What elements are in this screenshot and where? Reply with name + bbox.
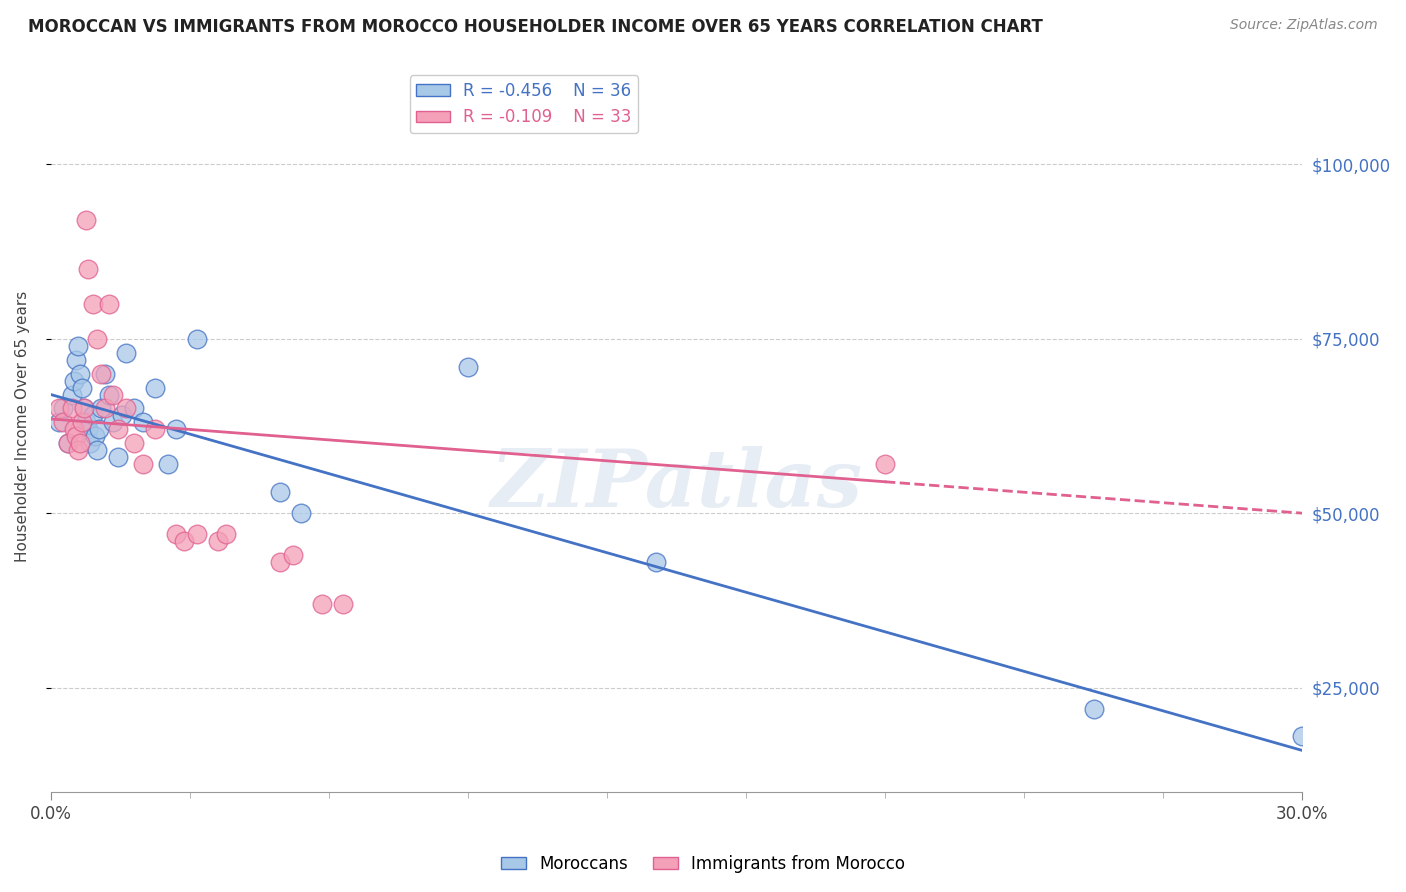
Point — [207, 534, 229, 549]
Point — [457, 359, 479, 374]
Legend: R = -0.456    N = 36, R = -0.109    N = 33: R = -0.456 N = 36, R = -0.109 N = 33 — [409, 75, 638, 133]
Point — [83, 429, 105, 443]
Point — [86, 443, 108, 458]
Point — [269, 485, 291, 500]
Point — [103, 416, 125, 430]
Point — [173, 534, 195, 549]
Point — [94, 367, 117, 381]
Point — [60, 387, 83, 401]
Point — [873, 458, 896, 472]
Point — [65, 352, 87, 367]
Point — [90, 367, 112, 381]
Point — [1291, 730, 1313, 744]
Point — [60, 401, 83, 416]
Point — [644, 555, 666, 569]
Point — [75, 213, 97, 227]
Point — [77, 262, 100, 277]
Text: Source: ZipAtlas.com: Source: ZipAtlas.com — [1230, 18, 1378, 32]
Text: MOROCCAN VS IMMIGRANTS FROM MOROCCO HOUSEHOLDER INCOME OVER 65 YEARS CORRELATION: MOROCCAN VS IMMIGRANTS FROM MOROCCO HOUS… — [28, 18, 1043, 36]
Point — [115, 345, 138, 359]
Point — [73, 401, 96, 416]
Point — [131, 416, 153, 430]
Point — [69, 436, 91, 450]
Legend: Moroccans, Immigrants from Morocco: Moroccans, Immigrants from Morocco — [494, 848, 912, 880]
Point — [281, 548, 304, 562]
Point — [62, 422, 84, 436]
Point — [98, 387, 121, 401]
Point — [156, 458, 179, 472]
Point — [62, 374, 84, 388]
Point — [115, 401, 138, 416]
Point — [311, 597, 333, 611]
Point — [107, 422, 129, 436]
Point — [111, 409, 134, 423]
Point — [1083, 701, 1105, 715]
Point — [131, 458, 153, 472]
Point — [122, 401, 145, 416]
Point — [65, 429, 87, 443]
Text: ZIPatlas: ZIPatlas — [491, 446, 862, 524]
Point — [70, 380, 93, 394]
Point — [48, 401, 70, 416]
Point — [48, 416, 70, 430]
Point — [66, 443, 89, 458]
Point — [86, 332, 108, 346]
Point — [56, 436, 79, 450]
Point — [215, 527, 238, 541]
Point — [66, 339, 89, 353]
Point — [82, 409, 104, 423]
Point — [75, 416, 97, 430]
Point — [82, 297, 104, 311]
Point — [77, 422, 100, 436]
Y-axis label: Householder Income Over 65 years: Householder Income Over 65 years — [15, 290, 30, 562]
Point — [90, 401, 112, 416]
Point — [165, 422, 187, 436]
Point — [56, 436, 79, 450]
Point — [165, 527, 187, 541]
Point — [69, 367, 91, 381]
Point — [87, 422, 110, 436]
Point — [73, 401, 96, 416]
Point — [143, 380, 166, 394]
Point — [52, 416, 75, 430]
Point — [186, 527, 208, 541]
Point — [269, 555, 291, 569]
Point — [186, 332, 208, 346]
Point — [107, 450, 129, 465]
Point — [98, 297, 121, 311]
Point — [52, 401, 75, 416]
Point — [332, 597, 354, 611]
Point — [79, 436, 101, 450]
Point — [70, 416, 93, 430]
Point — [103, 387, 125, 401]
Point — [122, 436, 145, 450]
Point — [290, 506, 312, 520]
Point — [94, 401, 117, 416]
Point — [143, 422, 166, 436]
